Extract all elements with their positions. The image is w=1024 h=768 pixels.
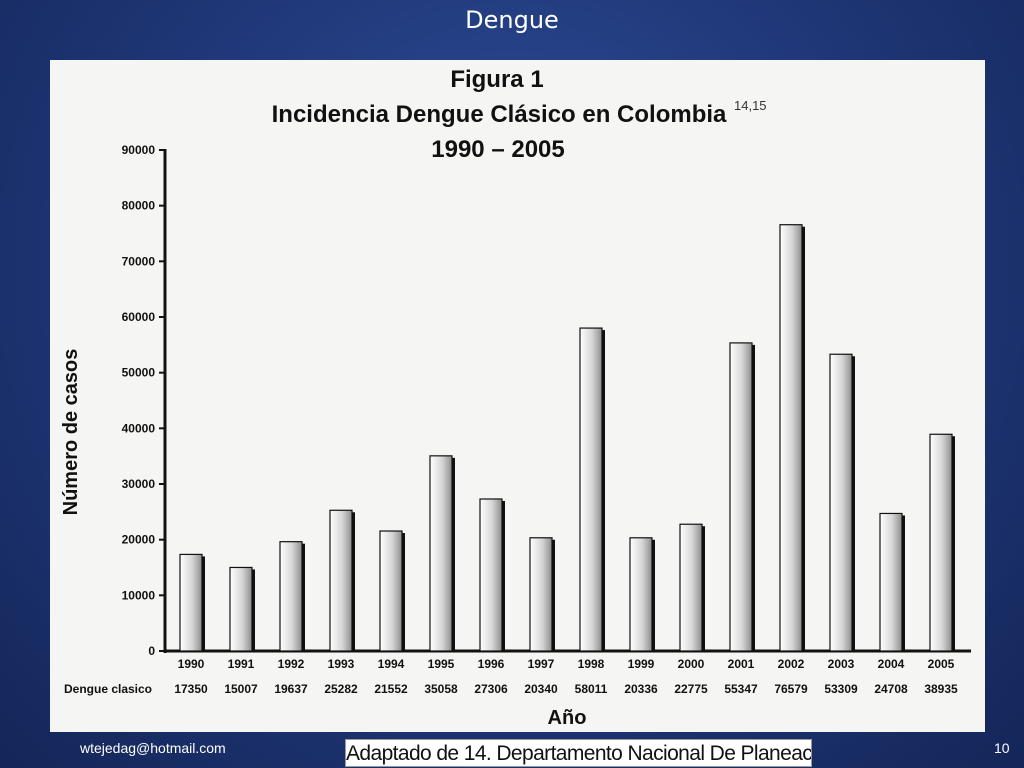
bar <box>929 433 953 652</box>
x-tick-label: 1997 <box>528 657 555 671</box>
bar <box>479 498 503 652</box>
x-tick-label: 1991 <box>228 657 255 671</box>
value-label: 38935 <box>924 682 958 696</box>
x-tick-label: 2000 <box>678 657 705 671</box>
x-tick-label: 1990 <box>178 657 205 671</box>
table-row-label: Dengue clasico <box>64 682 152 696</box>
value-label: 58011 <box>575 682 608 696</box>
x-tick-label: 1993 <box>328 657 355 671</box>
source-note: Adaptado de 14. Departamento Nacional De… <box>345 739 812 767</box>
y-tick-label: 70000 <box>122 254 156 268</box>
y-tick-label: 0 <box>148 644 155 658</box>
bars <box>179 224 955 652</box>
figure-title: Incidencia Dengue Clásico en Colombia <box>272 101 727 128</box>
bar <box>679 523 703 652</box>
value-label: 21552 <box>374 682 408 696</box>
slide-title: Dengue <box>465 6 559 34</box>
bar <box>329 509 353 652</box>
bar <box>629 537 653 652</box>
bar <box>279 541 303 652</box>
figure-number: Figura 1 <box>450 66 543 93</box>
y-axis-label: Número de casos <box>60 349 82 516</box>
value-labels: 17350 15007 19637 25282 21552 35058 27306 20340… <box>174 682 958 696</box>
bar <box>779 224 803 652</box>
x-tick-label: 2004 <box>878 657 905 671</box>
value-label: 53309 <box>824 682 858 696</box>
figure-panel: Figura 1 Incidencia Dengue Clásico en Co… <box>50 60 985 732</box>
y-tick-label: 10000 <box>122 588 156 602</box>
footer-email: wtejedag@hotmail.com <box>80 740 226 756</box>
x-tick-label: 2001 <box>728 657 755 671</box>
x-tick-label: 1998 <box>578 657 605 671</box>
bar <box>879 512 903 652</box>
y-tick-label: 40000 <box>122 421 156 435</box>
y-tick-label: 80000 <box>122 199 156 213</box>
bar <box>179 553 203 652</box>
x-tick-label: 1994 <box>378 657 405 671</box>
y-tick-label: 20000 <box>122 533 156 547</box>
bar-chart: Figura 1 Incidencia Dengue Clásico en Co… <box>60 66 971 729</box>
bar <box>379 530 403 652</box>
x-tick-label: 1995 <box>428 657 455 671</box>
value-label: 27306 <box>474 682 508 696</box>
value-label: 20340 <box>524 682 558 696</box>
y-tick-label: 30000 <box>122 477 156 491</box>
value-label: 24708 <box>874 682 908 696</box>
bar <box>529 537 553 652</box>
value-label: 25282 <box>324 682 358 696</box>
y-tick-label: 90000 <box>122 143 156 157</box>
figure-date-range: 1990 – 2005 <box>431 136 564 163</box>
x-tick-labels: 1990 1991 1992 1993 1994 1995 1996 1997 1998 1999… <box>178 657 955 671</box>
x-tick-label: 2005 <box>928 657 955 671</box>
x-tick-label: 1992 <box>278 657 305 671</box>
value-label: 76579 <box>774 682 808 696</box>
value-label: 17350 <box>174 682 208 696</box>
x-axis-label: Año <box>548 707 587 729</box>
bar <box>429 455 453 652</box>
value-label: 22775 <box>674 682 708 696</box>
x-tick-label: 2003 <box>828 657 855 671</box>
title-superscript: 14,15 <box>734 98 767 113</box>
x-tick-label: 2002 <box>778 657 805 671</box>
x-tick-label: 1999 <box>628 657 655 671</box>
value-label: 35058 <box>424 682 458 696</box>
x-tick-label: 1996 <box>478 657 505 671</box>
value-label: 19637 <box>274 682 308 696</box>
value-label: 55347 <box>724 682 758 696</box>
bar <box>579 327 603 652</box>
y-tick-label: 50000 <box>122 366 156 380</box>
y-tick-label: 60000 <box>122 310 156 324</box>
bar <box>229 566 253 652</box>
bar <box>829 353 853 652</box>
value-label: 15007 <box>224 682 258 696</box>
value-label: 20336 <box>624 682 658 696</box>
bar <box>729 342 753 652</box>
page-number: 10 <box>994 740 1010 756</box>
